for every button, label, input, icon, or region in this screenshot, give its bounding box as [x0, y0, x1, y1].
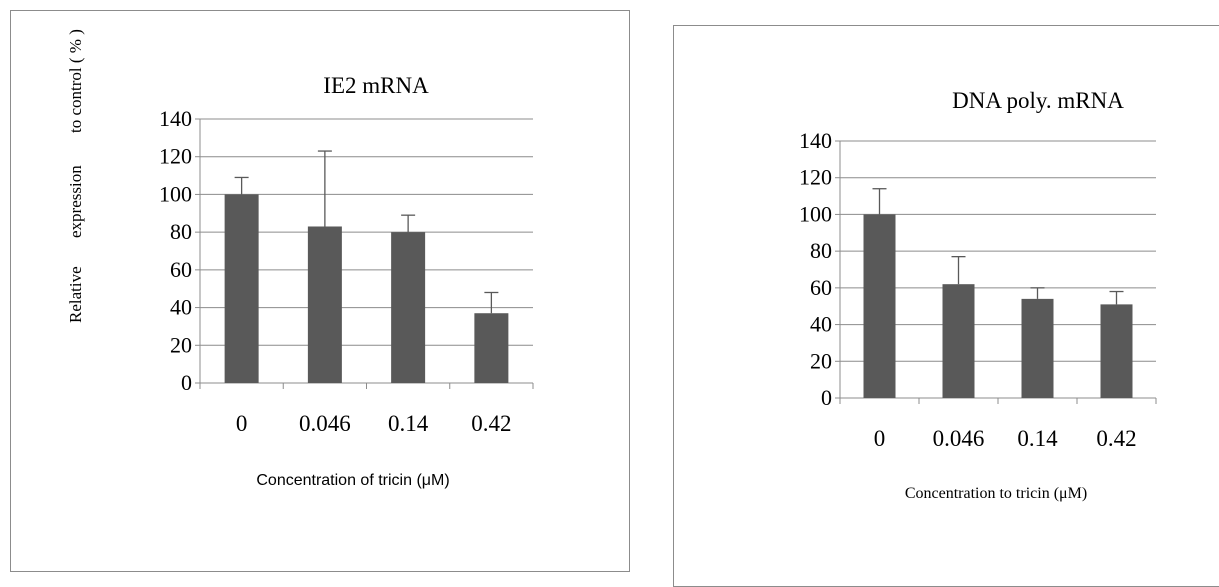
y-tick-label: 60 [810, 275, 832, 300]
y-axis-label-part-2: expression [66, 165, 85, 238]
y-tick-label: 80 [810, 238, 832, 263]
y-tick-label: 0 [821, 385, 832, 410]
x-axis-label: Concentration of tricin (μM) [256, 472, 449, 489]
bar [474, 313, 509, 383]
y-tick-label: 140 [799, 128, 832, 153]
bar [942, 284, 975, 398]
x-tick-label: 0.42 [471, 411, 511, 436]
bar [1100, 304, 1133, 398]
x-tick-label: 0.14 [1017, 426, 1058, 451]
x-tick-label: 0.046 [299, 411, 351, 436]
chart-ie2-mrna: IE2 mRNA Relative expression to control … [66, 29, 534, 489]
bar [1021, 298, 1054, 398]
y-tick-label: 20 [810, 348, 832, 373]
y-tick-label: 120 [159, 144, 192, 169]
bar [307, 226, 342, 383]
y-tick-label: 120 [799, 165, 832, 190]
x-tick-label: 0 [874, 426, 886, 451]
x-tick-label: 0 [236, 411, 248, 436]
y-tick-label: 60 [170, 257, 192, 282]
y-tick-label: 20 [170, 332, 192, 357]
chart-panel-ie2: IE2 mRNA Relative expression to control … [10, 10, 630, 572]
bar [391, 232, 426, 383]
x-tick-label: 0.046 [933, 426, 985, 451]
y-tick-label: 100 [799, 201, 832, 226]
y-tick-label: 80 [170, 219, 192, 244]
x-tick-label: 0.14 [388, 411, 429, 436]
y-tick-label: 140 [159, 106, 192, 131]
y-tick-label: 40 [810, 312, 832, 337]
bar [863, 214, 896, 398]
bar [224, 194, 259, 383]
chart-title: DNA poly. mRNA [952, 88, 1124, 113]
y-tick-label: 100 [159, 181, 192, 206]
x-tick-label: 0.42 [1096, 426, 1136, 451]
y-axis-label-part-1: Relative [66, 266, 85, 323]
chart-title: IE2 mRNA [323, 73, 429, 98]
chart-dna-poly-mrna: DNA poly. mRNA Concentration to tricin (… [799, 88, 1157, 502]
y-tick-label: 0 [181, 370, 192, 395]
chart-panel-dna-poly: DNA poly. mRNA Concentration to tricin (… [673, 25, 1219, 587]
y-axis-label-part-3: to control ( % ) [66, 29, 85, 133]
x-axis-label: Concentration to tricin (μM) [905, 485, 1087, 502]
y-tick-label: 40 [170, 295, 192, 320]
